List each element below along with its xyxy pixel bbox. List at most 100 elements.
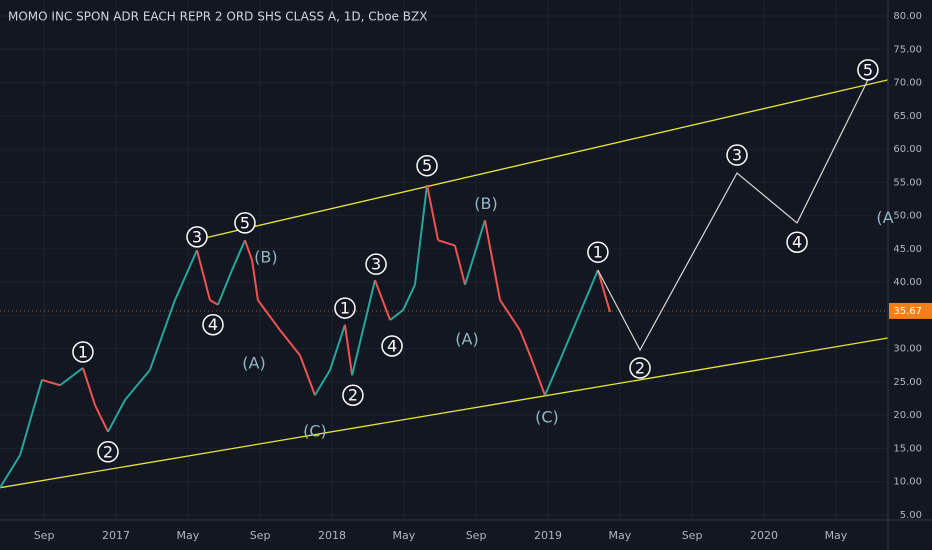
x-tick-label: 2018 (318, 529, 346, 542)
x-tick-label: Sep (682, 529, 703, 542)
wave-label: 3 (371, 255, 381, 274)
y-tick-label: 75.00 (893, 44, 922, 55)
y-tick-label: 30.00 (893, 344, 922, 355)
x-tick-label: 2019 (534, 529, 562, 542)
wave-circle (72, 341, 94, 363)
price-segment (453, 245, 467, 286)
price-segment (148, 299, 176, 371)
price-segment (196, 249, 211, 301)
y-tick-label: 45.00 (893, 244, 922, 255)
price-segment (41, 378, 61, 387)
x-tick-label: 2020 (750, 529, 778, 542)
y-tick-label: 20.00 (893, 410, 922, 421)
price-segment (209, 299, 219, 306)
price-segment (351, 279, 376, 376)
price-segment (231, 239, 246, 271)
wave-label: (C) (535, 407, 559, 426)
wave-circle (97, 441, 119, 463)
chart-title: MOMO INC SPON ADR EACH REPR 2 ORD SHS CL… (8, 10, 427, 24)
wave-circle (234, 212, 256, 234)
projection-line (597, 79, 869, 352)
y-tick-label: 80.00 (893, 11, 922, 22)
price-segment (279, 329, 301, 356)
wave-label: 3 (192, 227, 202, 246)
price-segment (107, 399, 126, 433)
wave-label: (B) (474, 194, 497, 213)
price-segment (314, 369, 331, 396)
wave-label: 2 (103, 442, 113, 461)
price-segment (244, 239, 254, 261)
price-segment (124, 369, 151, 401)
price-segment (529, 354, 546, 396)
wave-label: 1 (593, 243, 603, 262)
price-segment (299, 354, 316, 396)
wave-circle (365, 253, 387, 275)
price-segment (251, 260, 259, 301)
wave-circle (857, 59, 879, 81)
wave-circle (186, 226, 208, 248)
y-tick-label: 15.00 (893, 443, 922, 454)
x-tick-label: May (825, 529, 848, 542)
price-segment (217, 269, 233, 306)
wave-label: 2 (348, 386, 358, 405)
x-tick-label: 2017 (102, 529, 130, 542)
wave-circle (334, 297, 356, 319)
wave-circle (381, 335, 403, 357)
price-segment (343, 324, 354, 376)
wave-label: (A (876, 208, 893, 227)
price-segment (544, 359, 562, 396)
wave-circle (342, 384, 364, 406)
price-segment (94, 404, 109, 433)
y-tick-label: 60.00 (893, 144, 922, 155)
last-price-box (889, 302, 932, 319)
last-price-label: 35.67 (893, 306, 922, 317)
wave-circle (587, 241, 609, 263)
x-tick-label: Sep (250, 529, 271, 542)
wave-circle (786, 231, 808, 253)
channel-line (0, 337, 888, 489)
y-tick-label: 70.00 (893, 78, 922, 89)
price-segment (402, 284, 416, 311)
wave-label: 5 (863, 60, 873, 79)
price-segment (19, 379, 43, 456)
price-segment (464, 219, 486, 286)
wave-label: 3 (732, 146, 742, 165)
wave-label: (C) (303, 421, 327, 440)
price-segment (374, 279, 392, 321)
price-segment (483, 220, 502, 301)
channel-line (194, 79, 888, 241)
price-segment (499, 299, 521, 331)
y-tick-label: 50.00 (893, 211, 922, 222)
wave-label: 1 (340, 299, 350, 318)
wave-circle (629, 357, 651, 379)
y-tick-label: 5.00 (900, 510, 922, 521)
wave-circle (202, 313, 224, 336)
x-tick-label: Sep (466, 529, 487, 542)
x-tick-label: May (177, 529, 200, 542)
price-segment (257, 299, 281, 331)
y-tick-label: 65.00 (893, 111, 922, 122)
wave-label: 4 (792, 233, 802, 252)
wave-label: 2 (635, 358, 645, 377)
price-segment (596, 269, 611, 313)
price-segment (0, 454, 21, 489)
x-tick-label: May (609, 529, 632, 542)
wave-circle (726, 144, 748, 166)
y-tick-label: 55.00 (893, 177, 922, 188)
y-tick-label: 25.00 (893, 377, 922, 388)
wave-circle (416, 154, 438, 177)
y-tick-label: 40.00 (893, 277, 922, 288)
price-segment (59, 367, 84, 387)
wave-label: (A) (242, 353, 265, 372)
x-tick-label: Sep (34, 529, 55, 542)
price-segment (413, 184, 429, 285)
wave-label: 4 (387, 337, 397, 356)
y-tick-label: 10.00 (893, 477, 922, 488)
wave-label: (A) (455, 330, 478, 349)
wave-label: 5 (240, 213, 250, 232)
price-segment (329, 324, 346, 371)
wave-label: 1 (78, 342, 88, 361)
wave-label: 5 (422, 156, 432, 175)
price-segment (426, 184, 440, 241)
